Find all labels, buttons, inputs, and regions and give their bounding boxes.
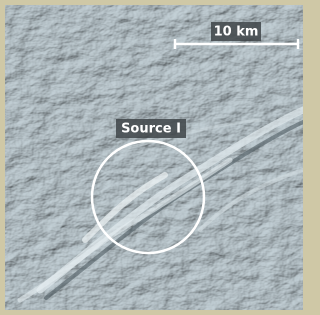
scale-label: 10 km [214,25,259,40]
annotated-image: 10 km Source I [0,0,308,315]
feature-label: Source I [121,122,181,137]
surface-photo [5,5,303,310]
